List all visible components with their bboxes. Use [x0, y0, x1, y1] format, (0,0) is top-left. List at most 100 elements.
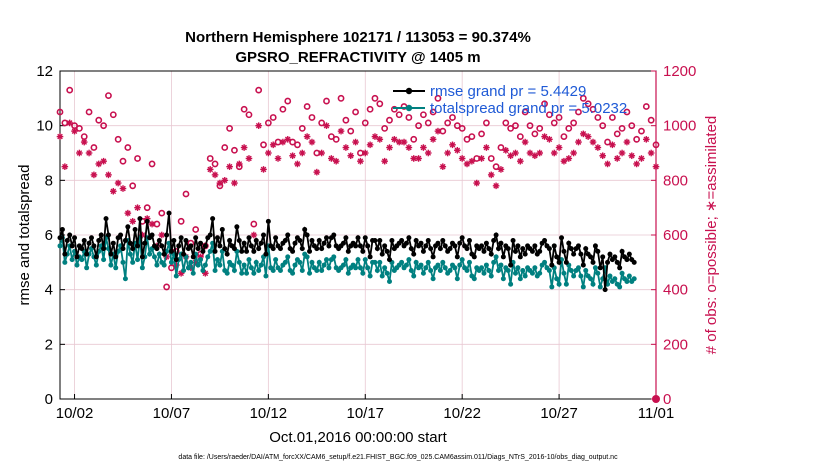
obs-possible-point — [260, 141, 267, 149]
totalspread-point — [217, 262, 223, 268]
obs-possible-point — [327, 133, 335, 140]
totalspread-point — [554, 276, 560, 282]
obs-assimilated-point — [294, 160, 301, 168]
totalspread-point — [324, 257, 330, 263]
totalspread-point — [79, 257, 85, 263]
totalspread-point — [340, 262, 346, 268]
rmse-point — [188, 243, 194, 249]
rmse-point — [69, 243, 75, 249]
obs-possible-point — [134, 155, 141, 162]
obs-possible-point — [163, 283, 171, 291]
totalspread-point — [425, 259, 431, 265]
rmse-point — [277, 246, 283, 252]
x-axis-label: Oct.01,2016 00:00:00 start — [269, 429, 447, 446]
obs-possible-point — [453, 122, 461, 130]
totalspread-point — [244, 270, 250, 276]
obs-assimilated-point — [434, 127, 442, 135]
rmse-point — [357, 243, 363, 249]
y-tick-label: 8 — [45, 172, 53, 189]
obs-assimilated-point — [105, 171, 112, 179]
obs-assimilated-point — [613, 155, 621, 162]
obs-possible-point — [158, 209, 166, 217]
obs-possible-point — [512, 122, 519, 130]
obs-possible-point — [352, 108, 359, 116]
totalspread-point — [517, 276, 523, 282]
rmse-point — [246, 235, 252, 241]
obs-assimilated-point — [337, 127, 345, 135]
obs-possible-point — [323, 97, 330, 105]
totalspread-point — [457, 262, 463, 268]
totalspread-point — [248, 265, 254, 271]
totalspread-point — [486, 268, 492, 274]
obs-assimilated-point — [643, 136, 650, 143]
obs-possible-point — [206, 155, 214, 162]
obs-possible-point — [497, 144, 505, 151]
rmse-point — [600, 254, 606, 260]
rmse-point — [314, 246, 320, 252]
totalspread-point — [411, 273, 417, 279]
x-tick-label: 10/02 — [56, 405, 94, 422]
totalspread-point — [319, 268, 325, 274]
obs-possible-point — [182, 190, 190, 198]
totalspread-point — [122, 276, 128, 282]
totalspread-point — [399, 259, 405, 265]
rmse-point — [423, 243, 429, 249]
obs-assimilated-point — [623, 138, 631, 146]
obs-possible-point — [269, 114, 277, 121]
obs-assimilated-point — [449, 141, 456, 149]
rmse-point — [466, 237, 472, 243]
rmse-point — [353, 243, 359, 249]
x-tick-label: 10/22 — [443, 405, 481, 422]
obs-possible-point — [458, 124, 466, 132]
rmse-point — [362, 235, 368, 241]
rmse-point — [578, 251, 584, 257]
rmse-point — [561, 248, 567, 254]
rmse-point — [297, 237, 303, 243]
obs-possible-point — [337, 94, 345, 102]
rmse-point — [253, 237, 259, 243]
legend-spread-label: totalspread grand pr = 5.0232 — [430, 100, 627, 117]
obs-assimilated-point — [521, 138, 529, 146]
rmse-point — [227, 237, 233, 243]
rmse-point — [159, 243, 165, 249]
obs-assimilated-point — [352, 138, 359, 146]
obs-assimilated-point — [255, 122, 262, 129]
totalspread-point — [442, 265, 448, 271]
rmse-point — [512, 248, 518, 254]
totalspread-point — [198, 257, 204, 263]
y-right-tick-label: 600 — [663, 227, 688, 244]
rmse-point — [304, 232, 310, 238]
rmse-point — [88, 235, 94, 241]
rmse-point — [113, 254, 119, 260]
obs-assimilated-point — [507, 152, 514, 160]
totalspread-point — [556, 281, 562, 287]
obs-possible-point — [143, 204, 151, 212]
totalspread-point — [200, 268, 206, 274]
obs-assimilated-point — [80, 138, 88, 146]
obs-assimilated-point — [56, 133, 64, 140]
rmse-point — [529, 248, 535, 254]
totalspread-point — [326, 265, 332, 271]
rmse-point — [139, 254, 145, 260]
totalspread-point — [316, 259, 322, 265]
obs-possible-point — [521, 108, 529, 116]
rmse-point — [522, 251, 528, 257]
obs-possible-point — [410, 135, 418, 143]
rmse-point — [190, 254, 196, 260]
obs-assimilated-point — [487, 171, 495, 179]
obs-assimilated-point — [342, 144, 350, 151]
totalspread-point — [420, 270, 426, 276]
rmse-point — [292, 240, 298, 246]
obs-possible-point — [105, 92, 112, 99]
totalspread-point — [360, 270, 366, 276]
obs-assimilated-point — [274, 155, 282, 162]
rmse-point — [183, 237, 189, 243]
obs-assimilated-point — [400, 138, 408, 146]
obs-possible-point — [613, 130, 621, 138]
rmse-point — [244, 248, 250, 254]
rmse-point — [285, 232, 291, 238]
rmse-point — [307, 248, 313, 254]
totalspread-point — [619, 270, 625, 276]
rmse-point — [319, 246, 325, 252]
obs-assimilated-point — [492, 182, 500, 190]
